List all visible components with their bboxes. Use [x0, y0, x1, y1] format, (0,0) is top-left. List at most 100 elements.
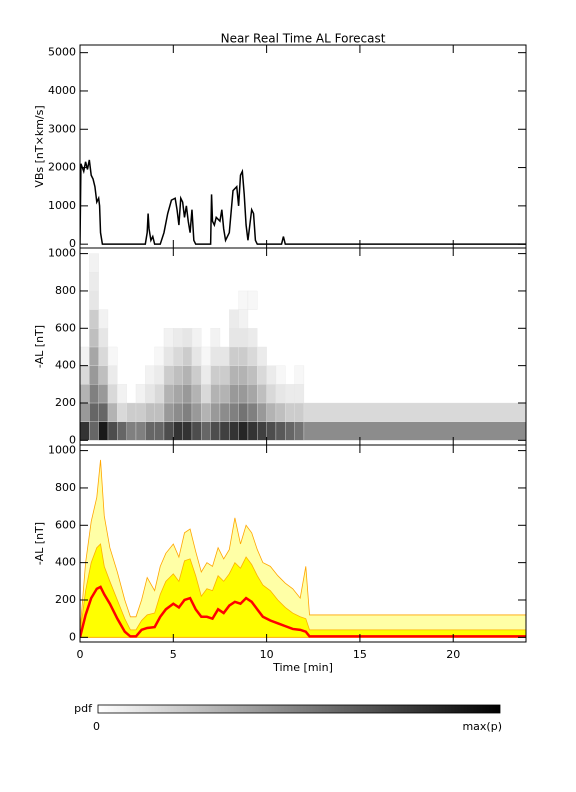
pdf-cell	[210, 421, 221, 441]
pdf-cell	[285, 384, 295, 404]
pdf-cell	[80, 421, 90, 441]
pdf-cell	[285, 402, 295, 422]
pdf-cell	[173, 365, 183, 385]
y-axis-label: -AL [nT]	[33, 522, 46, 565]
pdf-cell	[275, 402, 286, 422]
colorbar-label: pdf	[74, 702, 93, 715]
pdf-cell	[247, 365, 258, 385]
pdf-cell	[266, 402, 277, 422]
x-tick-label: 5	[170, 648, 177, 661]
pdf-cell	[229, 328, 239, 348]
y-axis-label: -AL [nT]	[33, 325, 46, 368]
pdf-cell	[163, 346, 174, 366]
pdf-cell	[107, 346, 118, 366]
plot-area	[80, 459, 526, 638]
pdf-cell	[126, 402, 137, 422]
pdf-cell	[257, 346, 267, 366]
pdf-cell	[238, 346, 249, 366]
pdf-cell	[145, 365, 155, 385]
pdf-cell	[238, 290, 249, 310]
pdf-cell	[98, 328, 109, 348]
pdf-cell	[303, 402, 526, 422]
pdf-cell	[229, 421, 239, 441]
pdf-cell	[275, 365, 286, 385]
pdf-cell	[98, 365, 109, 385]
pdf-cell	[285, 421, 295, 441]
pdf-cell	[117, 421, 127, 441]
pdf-cell	[126, 421, 137, 441]
pdf-cell	[135, 402, 146, 422]
pdf-cell	[173, 328, 183, 348]
pdf-cell	[135, 421, 146, 441]
pdf-cell	[191, 365, 202, 385]
y-tick-label: 0	[69, 630, 76, 643]
pdf-cell	[191, 346, 202, 366]
pdf-cell	[89, 253, 99, 273]
pdf-cell	[173, 421, 183, 441]
y-tick-label: 2000	[48, 161, 76, 174]
pdf-cell	[89, 365, 99, 385]
y-tick-label: 600	[55, 321, 76, 334]
pdf-cell	[247, 346, 258, 366]
colorbar-max: max(p)	[462, 720, 502, 733]
pdf-cell	[107, 402, 118, 422]
pdf-cell	[219, 421, 230, 441]
pdf-cell	[173, 384, 183, 404]
pdf-cell	[238, 365, 249, 385]
pdf-cell	[89, 402, 99, 422]
pdf-cell	[191, 421, 202, 441]
pdf-cell	[154, 384, 165, 404]
chart-title: Near Real Time AL Forecast	[221, 32, 386, 46]
pdf-cell	[145, 402, 155, 422]
pdf-cell	[80, 402, 90, 422]
pdf-cell	[80, 384, 90, 404]
pdf-cell	[182, 365, 193, 385]
pdf-cell	[135, 384, 146, 404]
pdf-cell	[107, 421, 118, 441]
pdf-cell	[89, 290, 99, 310]
y-tick-label: 3000	[48, 122, 76, 135]
pdf-cell	[89, 421, 99, 441]
pdf-cell	[229, 346, 239, 366]
pdf-cell	[238, 421, 249, 441]
y-tick-label: 0	[69, 433, 76, 446]
pdf-cell	[294, 402, 305, 422]
pdf-cell	[210, 402, 221, 422]
pdf-cell	[154, 346, 165, 366]
pdf-cell	[89, 272, 99, 292]
pdf-cell	[238, 384, 249, 404]
y-tick-label: 0	[69, 237, 76, 250]
pdf-cell	[294, 384, 305, 404]
pdf-cell	[257, 384, 267, 404]
pdf-cell	[117, 384, 127, 404]
pdf-cell	[210, 365, 221, 385]
pdf-cell	[201, 346, 211, 366]
pdf-cell	[163, 365, 174, 385]
pdf-cell	[80, 346, 90, 366]
pdf-cell	[247, 421, 258, 441]
y-tick-label: 800	[55, 284, 76, 297]
pdf-cell	[163, 421, 174, 441]
colorbar-min: 0	[93, 720, 100, 733]
plot-area	[80, 159, 526, 245]
pdf-cell	[201, 384, 211, 404]
y-tick-label: 1000	[48, 199, 76, 212]
pdf-cell	[266, 421, 277, 441]
pdf-cell	[98, 384, 109, 404]
pdf-cell	[219, 365, 230, 385]
pdf-cell	[98, 421, 109, 441]
pdf-cell	[266, 384, 277, 404]
pdf-cell	[247, 384, 258, 404]
plot-area	[80, 253, 526, 441]
colorbar	[97, 704, 501, 714]
pdf-cell	[173, 346, 183, 366]
y-tick-label: 800	[55, 481, 76, 494]
pdf-cell	[201, 402, 211, 422]
y-tick-label: 600	[55, 518, 76, 531]
pdf-cell	[210, 328, 221, 348]
median-line	[80, 585, 526, 638]
pdf-cell	[80, 365, 90, 385]
pdf-cell	[247, 328, 258, 348]
pdf-cell	[257, 365, 267, 385]
pdf-cell	[154, 365, 165, 385]
